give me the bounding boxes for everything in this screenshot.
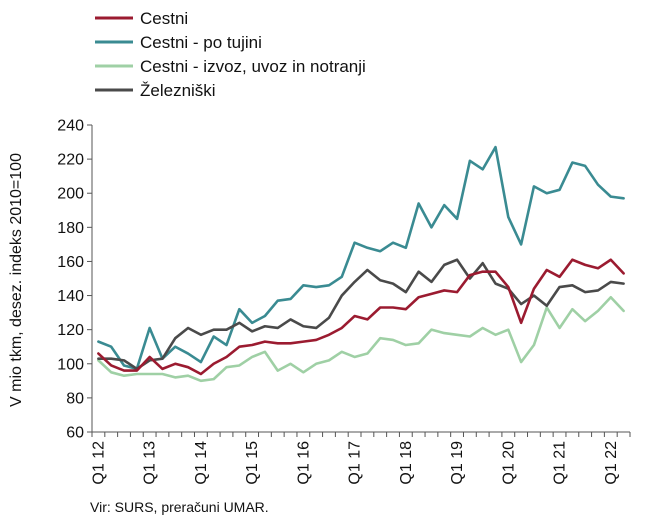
y-axis-title: V mio tkm, desez. indeks 2010=100: [8, 153, 25, 407]
legend-label: Cestni - izvoz, uvoz in notranji: [140, 57, 366, 76]
series-line-1: [97, 145, 625, 371]
y-tick-label: 200: [57, 186, 84, 203]
x-tick-label: Q1 19: [449, 441, 466, 485]
legend-label: Cestni: [140, 9, 188, 28]
x-tick-label: Q1 12: [90, 441, 107, 485]
y-tick-label: 60: [66, 425, 84, 442]
y-tick-label: 240: [57, 118, 84, 135]
x-tick-label: Q1 21: [552, 441, 569, 485]
series-line-3: [97, 258, 625, 371]
y-tick-label: 140: [57, 288, 84, 305]
x-tick-label: Q1 13: [142, 441, 159, 485]
x-tick-label: Q1 17: [347, 441, 364, 485]
y-tick-label: 180: [57, 220, 84, 237]
y-tick-label: 120: [57, 322, 84, 339]
y-tick-label: 100: [57, 356, 84, 373]
source-note: Vir: SURS, preračuni UMAR.: [90, 499, 269, 515]
x-tick-label: Q1 22: [603, 441, 620, 485]
series-line-0: [97, 258, 625, 376]
series-lines: [97, 145, 625, 383]
series-line-2: [97, 295, 625, 383]
x-tick-label: Q1 15: [244, 441, 261, 485]
y-tick-label: 160: [57, 254, 84, 271]
x-tick-label: Q1 16: [295, 441, 312, 485]
legend-label: Železniški: [140, 81, 216, 100]
y-tick-label: 80: [66, 390, 84, 407]
y-axis: 60 80 100 120 140 160 180 200 220 240: [57, 118, 93, 442]
y-tick-label: 220: [57, 152, 84, 169]
legend-label: Cestni - po tujini: [140, 33, 262, 52]
x-tick-label: Q1 20: [500, 441, 517, 485]
x-axis: Q1 12 Q1 13 Q1 14 Q1 15 Q1 16 Q1 17 Q1 18 Q1 19…: [90, 431, 631, 485]
x-tick-label: Q1 18: [398, 441, 415, 485]
legend: Cestni Cestni - po tujini Cestni - izvoz, …: [95, 9, 366, 100]
x-tick-label: Q1 14: [193, 441, 210, 485]
